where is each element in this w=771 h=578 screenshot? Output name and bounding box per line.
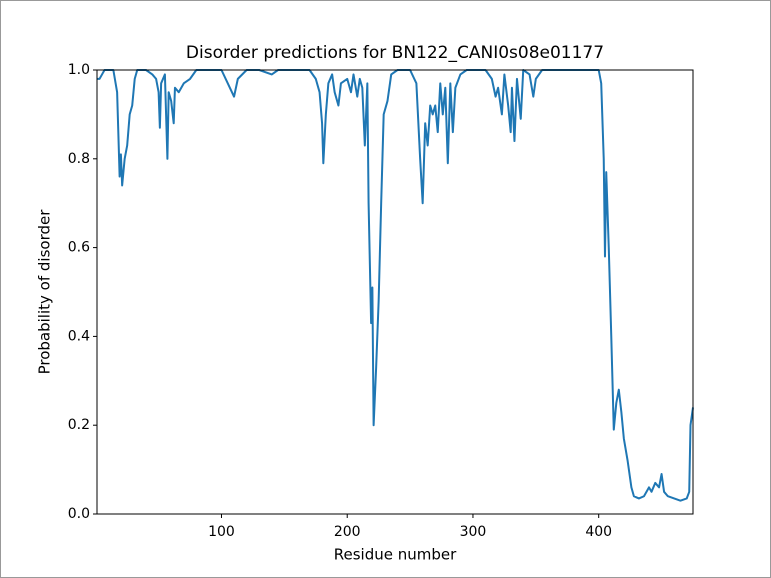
y-tick-label: 0.4	[68, 328, 90, 344]
x-axis-label: Residue number	[334, 546, 457, 564]
y-tick-label: 1.0	[68, 62, 90, 78]
data-line	[97, 69, 694, 502]
x-tick-label: 300	[460, 524, 487, 540]
y-tick-label: 0.8	[68, 151, 90, 167]
x-tick-label: 200	[334, 524, 361, 540]
chart-title: Disorder predictions for BN122_CANI0s08e…	[186, 43, 604, 63]
y-tick-label: 0.2	[68, 417, 90, 433]
y-tick-label: 0.0	[68, 506, 90, 522]
plot-frame	[96, 69, 694, 515]
y-tick-label: 0.6	[68, 240, 90, 256]
x-tick-label: 100	[208, 524, 235, 540]
y-axis-label: Probability of disorder	[36, 209, 54, 375]
x-tick-label: 400	[585, 524, 612, 540]
